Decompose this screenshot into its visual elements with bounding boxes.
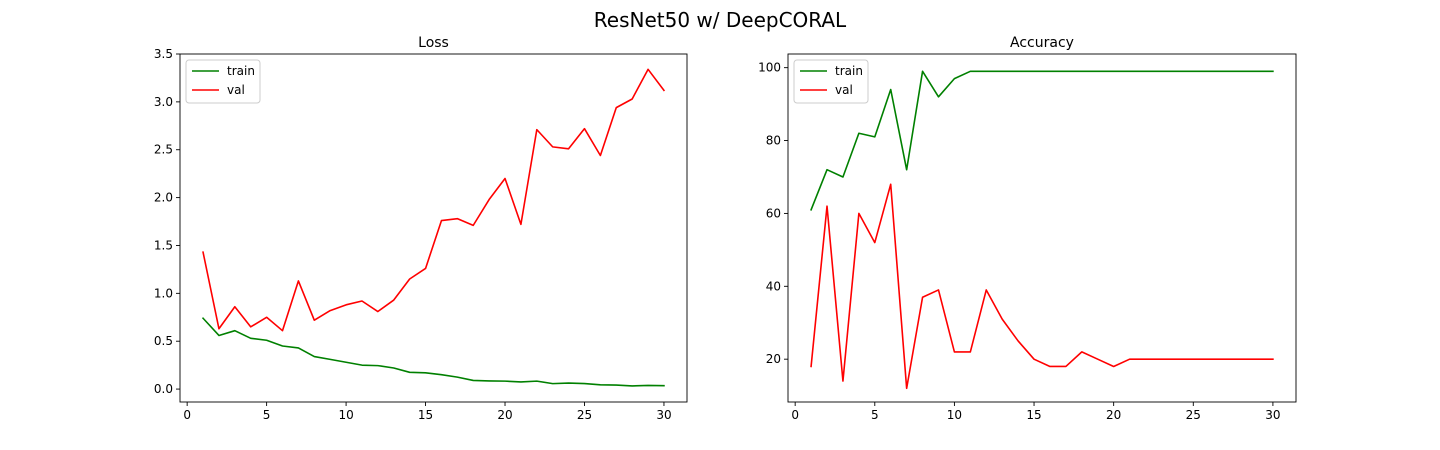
loss-y-tick-label: 1.0 bbox=[154, 286, 173, 300]
accuracy-legend-label-val: val bbox=[835, 83, 853, 97]
accuracy-axes-frame bbox=[787, 53, 1297, 403]
accuracy-x-tick-label: 20 bbox=[1106, 408, 1121, 422]
accuracy-y-tick-label: 40 bbox=[766, 279, 781, 293]
accuracy-legend-label-train: train bbox=[835, 64, 863, 78]
loss-legend-label-train: train bbox=[227, 64, 255, 78]
loss-x-tick-label: 5 bbox=[263, 408, 271, 422]
loss-y-tick-label: 0.5 bbox=[154, 334, 173, 348]
loss-title: Loss bbox=[418, 35, 449, 51]
loss-panel: Loss 0 5 10 15 20 25 30 0.0 0.5 1.0 1.5 2.0 2.5 3.0 3.5… bbox=[154, 35, 688, 422]
loss-y-tick-label: 3.0 bbox=[154, 95, 173, 109]
accuracy-legend: train val bbox=[793, 59, 869, 104]
accuracy-y-tick-label: 80 bbox=[766, 134, 781, 148]
loss-y-tick-label: 2.5 bbox=[154, 143, 173, 157]
loss-axes-frame bbox=[179, 53, 688, 403]
accuracy-x-tick-label: 10 bbox=[947, 408, 962, 422]
loss-y-tick-label: 0.0 bbox=[154, 382, 173, 396]
figure-title: ResNet50 w/ DeepCORAL bbox=[594, 8, 847, 32]
accuracy-panel: Accuracy 0 5 10 15 20 25 30 20 40 60 80 100 train val bbox=[758, 35, 1297, 422]
loss-series-train-line bbox=[201, 317, 665, 387]
loss-x-tick-label: 10 bbox=[338, 408, 353, 422]
accuracy-y-tick-label: 100 bbox=[758, 61, 781, 75]
accuracy-x-tick-label: 25 bbox=[1186, 408, 1201, 422]
loss-y-tick-label: 1.5 bbox=[154, 238, 173, 252]
accuracy-series-train-line bbox=[810, 70, 1274, 211]
accuracy-x-tick-label: 15 bbox=[1026, 408, 1041, 422]
accuracy-x-tick-label: 0 bbox=[791, 408, 799, 422]
accuracy-title: Accuracy bbox=[1010, 35, 1074, 51]
accuracy-y-tick-label: 60 bbox=[766, 206, 781, 220]
accuracy-series-val-line bbox=[810, 183, 1274, 390]
accuracy-y-tick-label: 20 bbox=[766, 352, 781, 366]
loss-x-tick-label: 20 bbox=[497, 408, 512, 422]
loss-y-tick-label: 3.5 bbox=[154, 47, 173, 61]
loss-x-tick-label: 0 bbox=[183, 408, 191, 422]
accuracy-x-tick-label: 5 bbox=[871, 408, 879, 422]
loss-series-val-line bbox=[202, 68, 666, 332]
loss-legend-label-val: val bbox=[227, 83, 245, 97]
loss-y-tick-label: 2.0 bbox=[154, 191, 173, 205]
loss-x-tick-label: 30 bbox=[656, 408, 671, 422]
loss-legend: train val bbox=[185, 59, 261, 104]
loss-x-tick-label: 15 bbox=[418, 408, 433, 422]
loss-x-tick-label: 25 bbox=[577, 408, 592, 422]
accuracy-x-tick-label: 30 bbox=[1265, 408, 1280, 422]
